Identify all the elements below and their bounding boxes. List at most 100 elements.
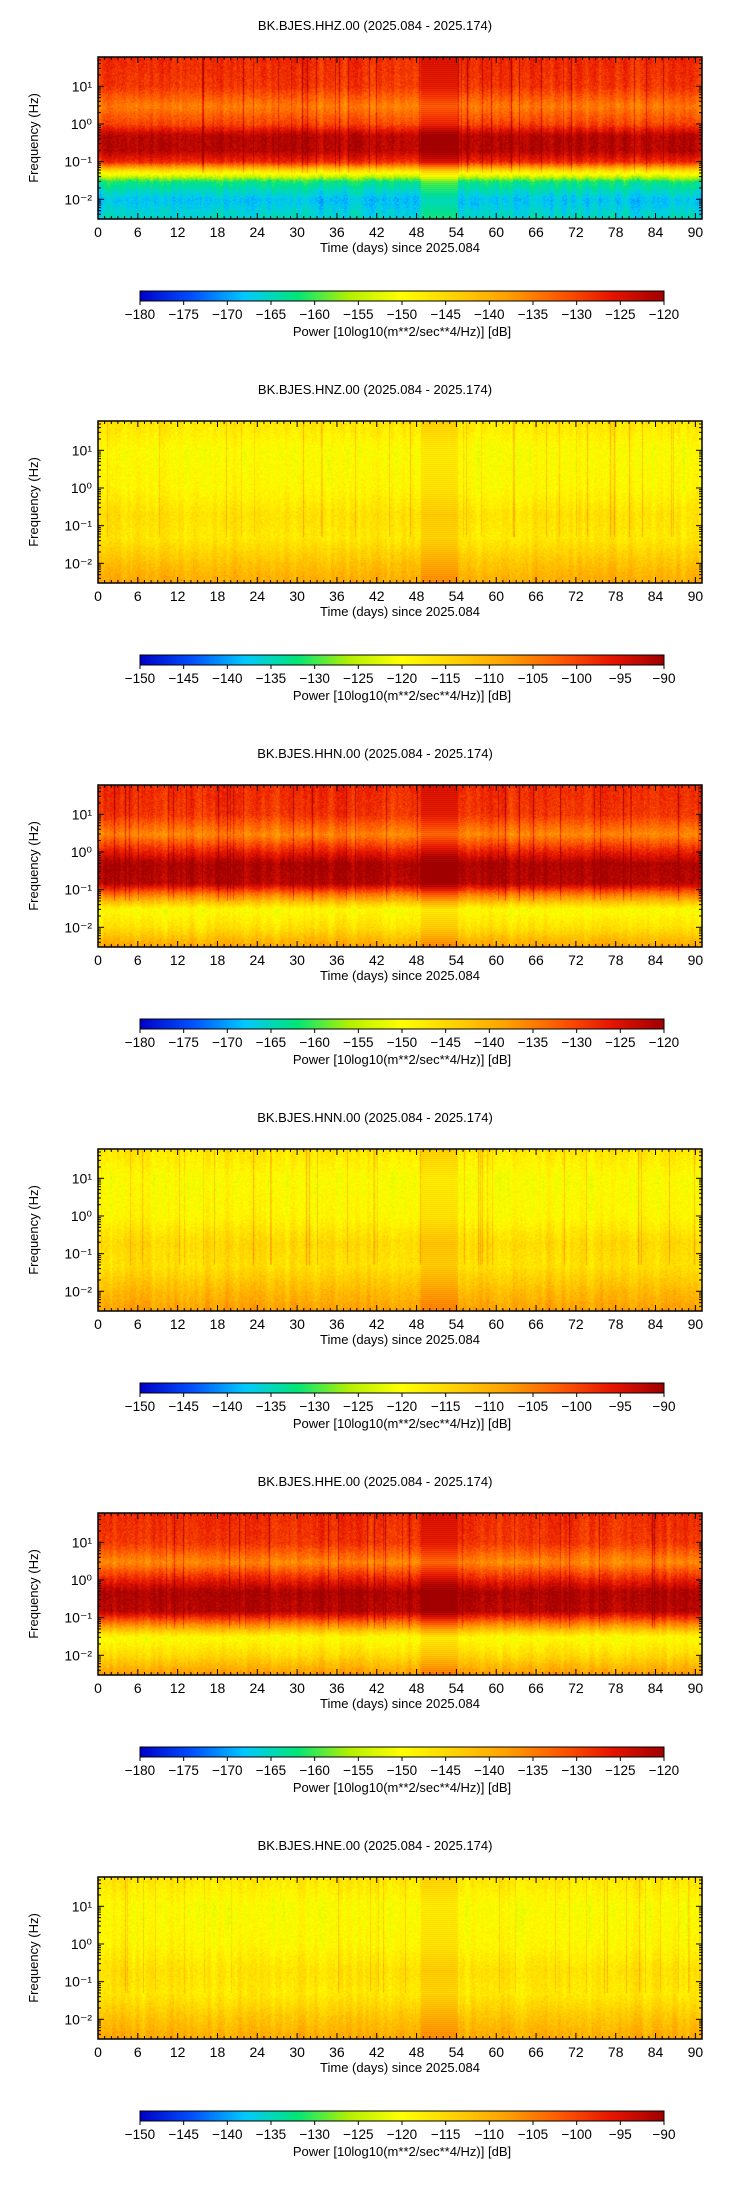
colorbar-tick-label: −130 (561, 307, 591, 322)
colorbar-tick-label: −90 (653, 1399, 676, 1414)
y-tick-label: 10⁻¹ (64, 518, 92, 534)
x-tick-label: 66 (528, 224, 544, 240)
colorbar-label: Power [10log10(m**2/sec**4/Hz)] [dB] (293, 688, 511, 703)
colorbar-tick-label: −110 (475, 1399, 504, 1414)
colorbar-tick-label: −175 (168, 1035, 198, 1050)
colorbar-tick-label: −125 (605, 1035, 635, 1050)
y-tick-label: 10¹ (72, 442, 93, 458)
spectrogram-heatmap (98, 1877, 702, 2039)
x-tick-label: 90 (688, 952, 704, 968)
colorbar-tick-label: −155 (343, 1035, 373, 1050)
x-tick-label: 30 (289, 1680, 305, 1696)
spectrogram-heatmap (98, 421, 702, 583)
y-tick-label: 10⁰ (71, 1572, 93, 1588)
colorbar-tick-label: −100 (561, 2127, 591, 2142)
y-tick-label: 10⁻¹ (64, 882, 92, 898)
spectrogram-panel: BK.BJES.HHN.00 (2025.084 - 2025.174) 0 6 12… (0, 728, 750, 1088)
x-tick-label: 42 (369, 2044, 385, 2060)
colorbar-tick-label: −130 (299, 671, 329, 686)
colorbar-tick-label: −125 (343, 2127, 373, 2142)
colorbar (139, 2110, 665, 2122)
y-tick-label: 10⁻¹ (64, 1246, 92, 1262)
x-tick-label: 66 (528, 952, 544, 968)
colorbar (139, 1746, 665, 1758)
x-axis-label: Time (days) since 2025.084 (320, 1696, 480, 1711)
x-tick-label: 60 (488, 224, 504, 240)
colorbar-tick-label: −120 (649, 307, 679, 322)
x-tick-label: 18 (210, 588, 226, 604)
x-tick-label: 54 (449, 224, 465, 240)
colorbar-tick-label: −125 (343, 1399, 373, 1414)
colorbar-tick-label: −125 (605, 307, 635, 322)
colorbar-label: Power [10log10(m**2/sec**4/Hz)] [dB] (293, 1780, 511, 1795)
x-tick-label: 0 (94, 1680, 102, 1696)
spectrogram-heatmap (98, 57, 702, 219)
colorbar-tick-label: −95 (609, 671, 632, 686)
x-tick-label: 36 (329, 2044, 345, 2060)
y-tick-label: 10⁻¹ (64, 1974, 92, 1990)
x-tick-label: 54 (449, 1316, 465, 1332)
colorbar-tick-label: −145 (168, 671, 198, 686)
spectrogram-panel: BK.BJES.HNE.00 (2025.084 - 2025.174) 0 6 12… (0, 1820, 750, 2180)
x-tick-label: 48 (409, 952, 425, 968)
colorbar-tick-label: −145 (430, 1763, 460, 1778)
x-tick-label: 48 (409, 588, 425, 604)
spectrogram-heatmap (98, 1513, 702, 1675)
plot-frame (97, 420, 703, 584)
y-tick-label: 10¹ (72, 1170, 93, 1186)
x-tick-label: 12 (170, 2044, 186, 2060)
chart-title: BK.BJES.HNN.00 (2025.084 - 2025.174) (257, 1110, 493, 1125)
x-tick-label: 36 (329, 952, 345, 968)
spectrogram-chart: BK.BJES.HHN.00 (2025.084 - 2025.174) 0 6 12… (26, 746, 704, 1067)
x-tick-label: 48 (409, 1680, 425, 1696)
colorbar-tick-label: −155 (343, 307, 373, 322)
x-tick-label: 54 (449, 952, 465, 968)
y-axis-label: Frequency (Hz) (26, 821, 41, 911)
spectrogram-panel: BK.BJES.HHZ.00 (2025.084 - 2025.174) 0 6 12… (0, 0, 750, 360)
spectrogram-chart: BK.BJES.HNE.00 (2025.084 - 2025.174) 0 6 12… (26, 1838, 703, 2159)
colorbar-tick-label: −155 (343, 1763, 373, 1778)
x-tick-label: 84 (648, 224, 664, 240)
y-tick-label: 10¹ (72, 1534, 93, 1550)
y-axis-label: Frequency (Hz) (26, 93, 41, 183)
x-tick-label: 30 (289, 2044, 305, 2060)
y-tick-label: 10⁻² (64, 2011, 92, 2027)
y-tick-label: 10⁰ (71, 480, 93, 496)
chart-title: BK.BJES.HHN.00 (2025.084 - 2025.174) (257, 746, 493, 761)
colorbar-tick-label: −165 (256, 1035, 286, 1050)
colorbar-tick-label: −160 (299, 1763, 329, 1778)
x-tick-label: 72 (568, 952, 584, 968)
plot-frame (97, 1876, 703, 2040)
x-tick-label: 72 (568, 224, 584, 240)
colorbar-tick-label: −115 (431, 671, 460, 686)
x-tick-label: 42 (369, 952, 385, 968)
x-tick-label: 78 (608, 952, 624, 968)
x-tick-label: 42 (369, 588, 385, 604)
x-tick-label: 72 (568, 1316, 584, 1332)
colorbar-tick-label: −150 (125, 2127, 155, 2142)
colorbar-tick-label: −120 (649, 1035, 679, 1050)
x-axis-label: Time (days) since 2025.084 (320, 2060, 480, 2075)
colorbar-tick-label: −135 (256, 2127, 286, 2142)
colorbar-tick-label: −130 (561, 1035, 591, 1050)
colorbar-label: Power [10log10(m**2/sec**4/Hz)] [dB] (293, 2144, 511, 2159)
colorbar-tick-label: −135 (518, 307, 548, 322)
colorbar-tick-label: −90 (653, 2127, 676, 2142)
x-tick-label: 84 (648, 2044, 664, 2060)
colorbar-tick-label: −95 (609, 2127, 632, 2142)
colorbar-tick-label: −90 (653, 671, 676, 686)
x-tick-label: 24 (250, 224, 266, 240)
x-tick-label: 72 (568, 1680, 584, 1696)
x-tick-label: 0 (94, 224, 102, 240)
x-tick-label: 42 (369, 1316, 385, 1332)
y-tick-label: 10¹ (72, 1898, 93, 1914)
x-axis-label: Time (days) since 2025.084 (320, 968, 480, 983)
colorbar-tick-label: −145 (168, 2127, 198, 2142)
x-tick-label: 60 (488, 1316, 504, 1332)
colorbar-tick-label: −180 (125, 307, 155, 322)
colorbar-tick-label: −105 (518, 1399, 548, 1414)
x-tick-label: 72 (568, 588, 584, 604)
y-axis-label: Frequency (Hz) (26, 457, 41, 547)
colorbar-label: Power [10log10(m**2/sec**4/Hz)] [dB] (293, 1416, 511, 1431)
spectrogram-panel: BK.BJES.HHE.00 (2025.084 - 2025.174) 0 6 12… (0, 1456, 750, 1816)
